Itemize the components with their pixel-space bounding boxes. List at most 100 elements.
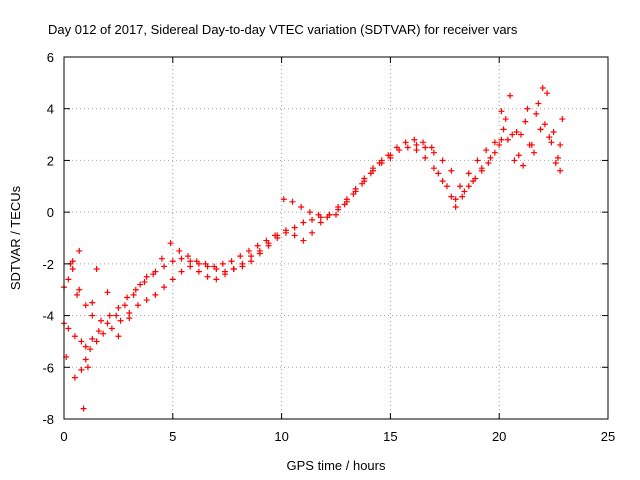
data-point <box>150 271 157 278</box>
data-point <box>222 271 229 278</box>
data-point <box>559 116 566 123</box>
data-point <box>104 289 111 296</box>
data-point <box>256 247 263 254</box>
data-point <box>289 198 296 205</box>
data-point <box>265 240 272 247</box>
data-point <box>291 232 298 239</box>
data-point <box>557 167 564 174</box>
data-point <box>132 286 139 293</box>
x-tick-label: 15 <box>383 429 397 444</box>
data-point <box>158 255 165 262</box>
data-point <box>509 131 516 138</box>
data-point <box>82 302 89 309</box>
data-point <box>228 258 235 265</box>
data-point <box>97 317 104 324</box>
data-point <box>280 196 287 203</box>
data-point <box>387 154 394 161</box>
data-point <box>195 268 202 275</box>
data-point <box>524 105 531 112</box>
data-point <box>76 247 83 254</box>
data-point <box>121 302 128 309</box>
x-tick-label: 5 <box>169 429 176 444</box>
data-point <box>143 297 150 304</box>
x-tick-label: 0 <box>60 429 67 444</box>
data-point <box>537 126 544 133</box>
data-point <box>535 100 542 107</box>
x-axis-label: GPS time / hours <box>287 458 386 473</box>
data-point <box>546 134 553 141</box>
y-axis-label: SDTVAR / TECUs <box>8 185 23 290</box>
data-point <box>491 139 498 146</box>
data-point <box>309 216 316 223</box>
data-point <box>544 90 551 97</box>
data-point <box>517 131 524 138</box>
data-point <box>513 128 520 135</box>
data-point <box>552 160 559 167</box>
data-point <box>422 144 429 151</box>
data-point <box>452 203 459 210</box>
data-point <box>378 160 385 167</box>
data-point <box>71 333 78 340</box>
x-tick-label: 20 <box>492 429 506 444</box>
data-point <box>80 405 87 412</box>
data-point <box>300 219 307 226</box>
data-point <box>498 108 505 115</box>
data-point <box>115 304 122 311</box>
data-point <box>439 178 446 185</box>
data-point <box>74 291 81 298</box>
data-point <box>213 276 220 283</box>
data-point <box>137 281 144 288</box>
series-scatter-early <box>63 247 133 412</box>
data-point <box>219 260 226 267</box>
y-tick-label: 0 <box>47 205 54 220</box>
data-point <box>470 178 477 185</box>
data-point <box>306 209 313 216</box>
y-tick-label: -4 <box>42 309 54 324</box>
data-point <box>211 263 218 270</box>
data-point <box>465 183 472 190</box>
data-point <box>106 312 113 319</box>
data-point <box>126 309 133 316</box>
data-point <box>108 325 115 332</box>
data-point <box>448 193 455 200</box>
data-point <box>422 154 429 161</box>
data-point <box>485 160 492 167</box>
data-point <box>76 286 83 293</box>
data-point <box>430 165 437 172</box>
data-point <box>548 139 555 146</box>
data-point <box>78 338 85 345</box>
data-point <box>541 121 548 128</box>
data-point <box>404 144 411 151</box>
data-point <box>87 346 94 353</box>
data-point <box>352 188 359 195</box>
data-point <box>531 149 538 156</box>
data-point <box>202 260 209 267</box>
data-point <box>178 268 185 275</box>
data-point <box>230 266 237 273</box>
data-point <box>522 118 529 125</box>
data-point <box>461 188 468 195</box>
data-point <box>89 312 96 319</box>
data-point <box>420 139 427 146</box>
data-point <box>459 193 466 200</box>
data-point <box>333 211 339 218</box>
data-point <box>65 325 72 332</box>
data-point <box>130 291 137 298</box>
data-point <box>533 110 540 117</box>
data-point <box>89 335 96 342</box>
data-point <box>526 141 533 148</box>
data-point <box>443 183 450 190</box>
data-point <box>65 276 72 283</box>
data-point <box>185 253 192 260</box>
data-point <box>161 263 168 270</box>
series-track-f <box>457 90 564 190</box>
data-point <box>435 170 442 177</box>
data-point <box>411 136 418 143</box>
data-point <box>124 294 131 301</box>
data-point <box>550 128 557 135</box>
data-point <box>69 258 76 265</box>
data-point <box>161 284 168 291</box>
chart-title: Day 012 of 2017, Sidereal Day-to-day VTE… <box>48 22 518 37</box>
x-tick-label: 10 <box>274 429 288 444</box>
data-point <box>187 258 194 265</box>
